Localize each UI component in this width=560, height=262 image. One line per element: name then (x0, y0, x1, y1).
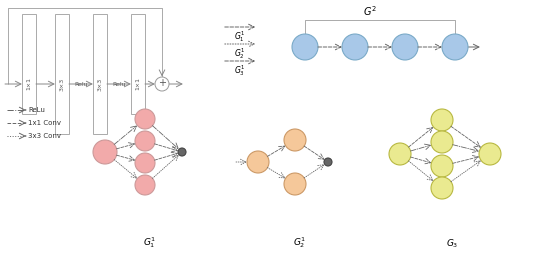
Text: $G_3^1$: $G_3^1$ (234, 63, 246, 78)
FancyBboxPatch shape (93, 14, 107, 134)
Circle shape (342, 34, 368, 60)
Text: 3×3: 3×3 (97, 77, 102, 91)
Text: 1×1: 1×1 (26, 78, 31, 90)
Text: 3×3: 3×3 (59, 77, 64, 91)
FancyBboxPatch shape (55, 14, 69, 134)
Circle shape (431, 155, 453, 177)
Circle shape (135, 153, 155, 173)
Text: $G_2^1$: $G_2^1$ (293, 235, 306, 250)
Circle shape (135, 109, 155, 129)
Circle shape (292, 34, 318, 60)
Circle shape (442, 34, 468, 60)
Text: Relu: Relu (74, 81, 88, 86)
Circle shape (284, 173, 306, 195)
Text: 1x1 Conv: 1x1 Conv (28, 120, 61, 126)
Circle shape (431, 177, 453, 199)
Circle shape (431, 131, 453, 153)
Text: $G_2^1$: $G_2^1$ (234, 46, 246, 61)
Circle shape (155, 77, 169, 91)
Text: $G_1^1$: $G_1^1$ (143, 235, 157, 250)
Text: $G_3$: $G_3$ (446, 237, 458, 250)
Circle shape (93, 140, 117, 164)
Circle shape (135, 131, 155, 151)
Text: ReLu: ReLu (28, 107, 45, 113)
Text: Relu: Relu (112, 81, 126, 86)
Text: +: + (158, 79, 166, 89)
Circle shape (392, 34, 418, 60)
Text: $G^2$: $G^2$ (363, 4, 377, 18)
FancyBboxPatch shape (22, 14, 36, 114)
Circle shape (178, 148, 186, 156)
FancyBboxPatch shape (131, 14, 145, 114)
Text: $G_1^1$: $G_1^1$ (234, 29, 246, 44)
Circle shape (389, 143, 411, 165)
Circle shape (324, 158, 332, 166)
Circle shape (284, 129, 306, 151)
Text: 1×1: 1×1 (136, 78, 141, 90)
Circle shape (479, 143, 501, 165)
Text: 3x3 Conv: 3x3 Conv (28, 133, 61, 139)
Circle shape (247, 151, 269, 173)
Circle shape (135, 175, 155, 195)
Circle shape (431, 109, 453, 131)
